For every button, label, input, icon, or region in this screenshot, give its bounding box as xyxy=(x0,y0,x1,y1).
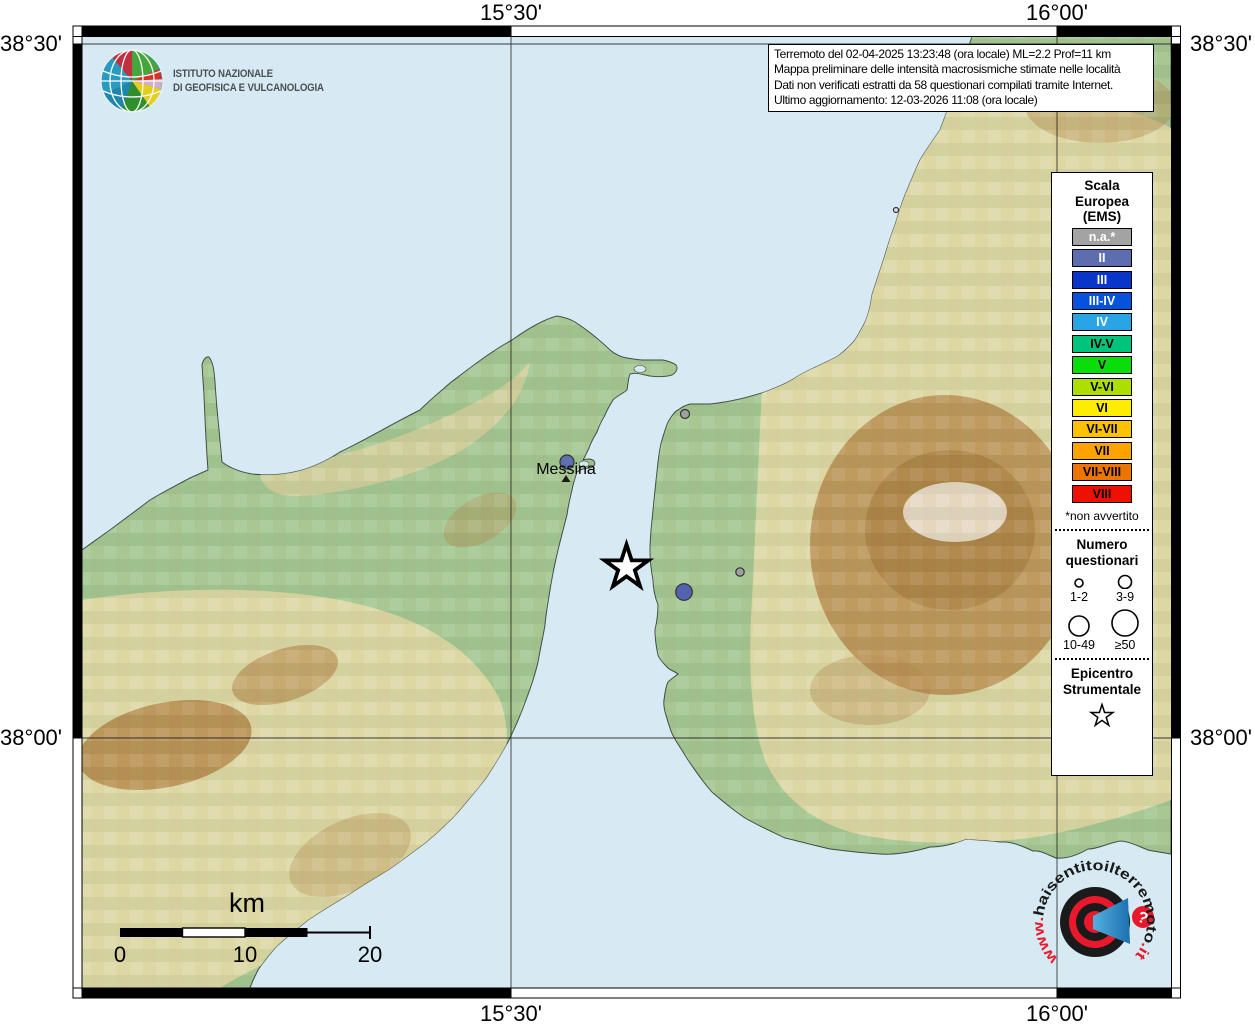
city-label-messina: Messina xyxy=(536,461,596,478)
axis-label-top-right: 16°00' xyxy=(1026,0,1088,25)
legend-chip: VII xyxy=(1072,441,1132,460)
intensity-point xyxy=(559,454,575,470)
ingv-logo-line2: DI GEOFISICA E VULCANOLOGIA xyxy=(173,82,324,94)
scalebar xyxy=(120,926,371,939)
axis-label-left-38-00: 38°00' xyxy=(0,725,62,750)
legend-chip: II xyxy=(1072,249,1132,268)
city-triangle-marker xyxy=(561,475,571,482)
scalebar-tick-20: 20 xyxy=(357,942,383,967)
scalebar-tick-10: 10 xyxy=(232,942,258,967)
ingv-logo-line1: ISTITUTO NAZIONALE xyxy=(173,67,273,80)
axis-label-right-38-30: 38°30' xyxy=(1190,31,1252,56)
divider xyxy=(1055,528,1149,531)
map-frame xyxy=(72,25,1181,999)
event-info-line: Dati non verificati estratti da 58 quest… xyxy=(774,77,1113,92)
ingv-globe-icon xyxy=(100,49,164,113)
questionnaire-title: Numero questionari xyxy=(1065,536,1139,568)
megaphone-cone xyxy=(1093,898,1130,944)
event-info-box: Terremoto del 02-04-2025 13:23:48 (ora l… xyxy=(768,44,1154,113)
legend-chip: VII-VIII xyxy=(1072,463,1132,482)
size-class: ≥50 xyxy=(1109,608,1141,652)
legend-chip: IV-V xyxy=(1072,334,1132,353)
legend-panel: Scala Europea (EMS) n.a.* II III III-IV … xyxy=(1051,172,1153,776)
size-circle-icon xyxy=(1111,608,1139,637)
haisentitoilterremoto-logo: ? www.haisentitoilterremoto .it xyxy=(1030,858,1159,968)
legend-footnote: *non avvertito xyxy=(1065,508,1139,523)
legend-star-icon xyxy=(1090,703,1114,726)
legend-chip: VI xyxy=(1072,399,1132,418)
intensity-point xyxy=(679,408,691,420)
axis-label-top-left: 15°30' xyxy=(480,0,542,25)
lagoon xyxy=(633,365,647,373)
axis-label-bottom-left: 15°30' xyxy=(480,1001,542,1026)
size-circle-icon xyxy=(1068,614,1090,637)
legend-title: Scala Europea (EMS) xyxy=(1074,178,1129,224)
questionnaire-size-row: 10-49 ≥50 xyxy=(1052,608,1152,652)
legend-chip: V-VI xyxy=(1072,377,1132,396)
legend-chip: n.a.* xyxy=(1072,227,1132,246)
scalebar-unit: km xyxy=(229,888,265,918)
event-info-line: Ultimo aggiornamento: 12-03-2026 11:08 (… xyxy=(774,92,1038,107)
questionnaire-size-row: 1-2 3-9 xyxy=(1052,573,1152,604)
size-class: 1-2 xyxy=(1064,573,1094,604)
event-info-line: Terremoto del 02-04-2025 13:23:48 (ora l… xyxy=(774,47,1111,61)
event-info-line: Mappa preliminare delle intensità macros… xyxy=(774,62,1121,77)
size-circle-icon xyxy=(1074,577,1084,588)
legend-chip: III xyxy=(1072,270,1132,289)
divider xyxy=(1055,657,1149,660)
intensity-point xyxy=(735,567,745,577)
legend-chip: V xyxy=(1072,356,1132,375)
epicenter-legend-title: Epicentro Strumentale xyxy=(1062,665,1142,697)
legend-chip: VI-VII xyxy=(1072,420,1132,439)
legend-chip: III-IV xyxy=(1072,292,1132,311)
intensity-points-layer xyxy=(559,206,900,601)
size-circle-icon xyxy=(1117,574,1133,589)
intensity-point xyxy=(892,206,900,214)
legend-chip: IV xyxy=(1072,313,1132,332)
intensity-point xyxy=(675,583,693,601)
ingv-logo: ISTITUTO NAZIONALE DI GEOFISICA E VULCAN… xyxy=(100,49,344,113)
question-disc xyxy=(1132,906,1154,928)
size-class: 10-49 xyxy=(1063,613,1095,652)
axis-label-right-38-00: 38°00' xyxy=(1190,725,1252,750)
scalebar-tick-0: 0 xyxy=(113,942,127,967)
axis-label-bottom-right: 16°00' xyxy=(1026,1001,1088,1026)
axis-label-left-38-30: 38°30' xyxy=(0,31,62,56)
size-class: 3-9 xyxy=(1110,573,1140,604)
ingv-logo-text: ISTITUTO NAZIONALE DI GEOFISICA E VULCAN… xyxy=(173,67,324,96)
legend-chip: VIII xyxy=(1072,484,1132,503)
lagoon xyxy=(578,460,590,468)
